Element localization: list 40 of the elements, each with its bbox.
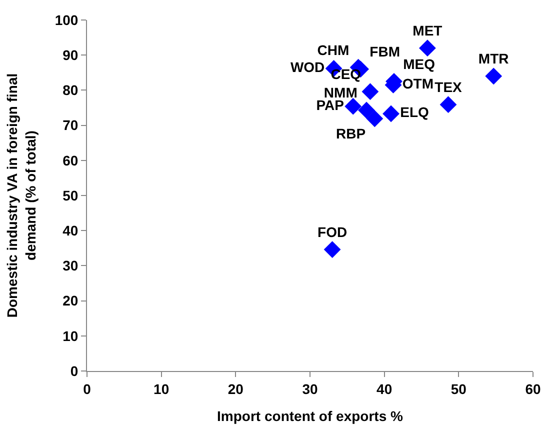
point [419, 40, 436, 57]
text: MET [412, 22, 442, 38]
point [485, 68, 502, 85]
y-tick-label: 70 [62, 117, 78, 134]
text: RBP [336, 125, 366, 142]
point [344, 98, 362, 115]
x-tick-label: 40 [376, 380, 392, 397]
text: MEQ [403, 56, 436, 72]
text: WOD [290, 58, 325, 75]
y-tick-label: 100 [54, 12, 78, 28]
y-tick-label: 60 [62, 152, 78, 168]
point [358, 102, 375, 119]
y-tick-label: 80 [62, 82, 78, 98]
x-tick-label: 60 [525, 380, 541, 397]
x-axis-title: Import content of exports % [217, 408, 404, 424]
text: FBM [370, 44, 400, 60]
text: TEX [434, 78, 462, 95]
y-tick-label: 10 [62, 328, 78, 344]
text: CHM [317, 42, 350, 58]
x-tick-label: 50 [450, 380, 467, 397]
text: ELQ [400, 104, 429, 120]
text: OTM [402, 75, 434, 92]
y-tick-label: 30 [62, 258, 78, 274]
point [366, 110, 384, 128]
point [382, 105, 400, 122]
y-tick-label: 0 [70, 362, 78, 379]
y-tick-label: 50 [62, 187, 78, 204]
point [440, 96, 457, 114]
y-tick-label: 40 [62, 222, 78, 238]
text: MTR [478, 50, 509, 67]
y-tick-label: 20 [62, 292, 78, 309]
text: FOD [318, 224, 348, 240]
x-tick-label: 30 [302, 380, 318, 397]
x-tick-label: 0 [83, 380, 92, 397]
point [362, 83, 379, 100]
x-tick-label: 20 [228, 380, 244, 397]
point [324, 241, 341, 258]
y-axis-title: Domestic industry VA in foreign final demand (% of total) [4, 73, 38, 318]
y-tick-label: 90 [62, 47, 78, 63]
x-tick-label: 10 [154, 380, 170, 397]
